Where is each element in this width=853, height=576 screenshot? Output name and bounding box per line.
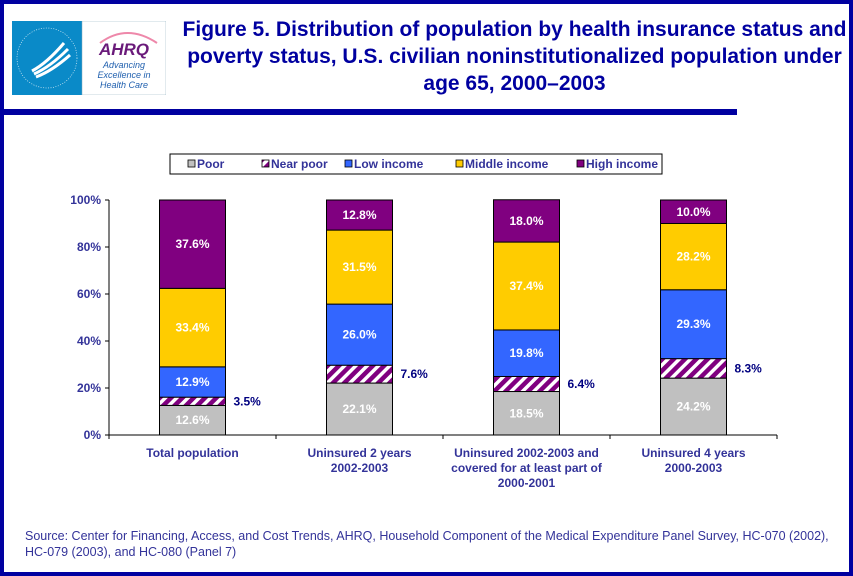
x-category-line: covered for at least part of [451, 461, 603, 475]
x-category-line: Uninsured 2002-2003 and [454, 446, 599, 460]
data-label: 24.2% [676, 400, 710, 414]
data-label: 19.8% [509, 346, 543, 360]
data-label: 22.1% [342, 402, 376, 416]
data-label: 31.5% [342, 260, 376, 274]
data-label: 37.4% [509, 279, 543, 293]
bar-segment [660, 223, 727, 291]
legend-label: Near poor [271, 157, 328, 171]
bar-segment [326, 199, 393, 231]
data-label: 12.9% [175, 375, 209, 389]
source-note: Source: Center for Financing, Access, an… [25, 529, 829, 559]
header-divider [4, 109, 737, 115]
bar-segment [660, 358, 727, 379]
y-tick-label: 80% [77, 240, 101, 254]
bar-segment [493, 241, 560, 331]
data-label: 18.5% [509, 406, 543, 420]
x-category-label: Uninsured 2002-2003 and covered for at le… [451, 446, 603, 490]
y-tick-label: 60% [77, 287, 101, 301]
bar-segment [493, 391, 560, 436]
bar-segment [493, 329, 560, 377]
data-label: 6.4% [568, 377, 596, 391]
bar-segment [159, 287, 226, 368]
data-label: 12.8% [342, 208, 376, 222]
x-category-label: Total population [146, 446, 238, 460]
x-category-line: 2000-2003 [665, 461, 723, 475]
bar-segment [493, 199, 560, 243]
logo-line: Excellence in [97, 70, 150, 80]
legend-swatch [576, 159, 585, 168]
legend: Poor Near poor Low income Middle income High… [169, 153, 663, 175]
data-label: 3.5% [234, 394, 262, 408]
y-tick-label: 100% [70, 193, 101, 207]
logo-line: Health Care [100, 80, 148, 90]
hhs-ahrq-logo: AHRQ Advancing Excellence in Health Care [12, 21, 166, 95]
data-label: 28.2% [676, 250, 710, 264]
x-category-line: 2002-2003 [331, 461, 389, 475]
bar-segment [326, 229, 393, 305]
data-label: 37.6% [175, 237, 209, 251]
legend-swatch [187, 159, 196, 168]
x-category-label: Uninsured 4 years 2000-2003 [641, 446, 745, 475]
legend-swatch [261, 159, 270, 168]
bar-segment [326, 364, 393, 384]
x-category-line: Uninsured 4 years [641, 446, 745, 460]
data-label: 18.0% [509, 214, 543, 228]
legend-label: Poor [197, 157, 225, 171]
bar-segment [159, 199, 226, 289]
legend-swatch [455, 159, 464, 168]
legend-swatch [344, 159, 353, 168]
data-label: 12.6% [175, 413, 209, 427]
logo-line: Advancing [102, 60, 145, 70]
x-category-line: 2000-2001 [498, 476, 556, 490]
data-label: 26.0% [342, 328, 376, 342]
bar-segment [660, 377, 727, 436]
bar-segment [159, 366, 226, 398]
logo-ahrq: AHRQ [98, 40, 149, 59]
data-label: 29.3% [676, 317, 710, 331]
y-tick-label: 40% [77, 334, 101, 348]
x-category-line: Uninsured 2 years [307, 446, 411, 460]
bar-segment [159, 404, 226, 436]
x-category-label: Uninsured 2 years 2002-2003 [307, 446, 411, 475]
data-label: 8.3% [735, 361, 763, 375]
legend-label: High income [586, 157, 658, 171]
y-tick-label: 0% [84, 428, 102, 442]
bar-segment [159, 396, 226, 406]
y-tick-label: 20% [77, 381, 101, 395]
data-label: 7.6% [401, 367, 429, 381]
stacked-bar-chart: Poor Near poor Low income Middle income High… [70, 153, 778, 490]
bar-segment [660, 199, 727, 224]
x-category-line: Total population [146, 446, 238, 460]
data-label: 33.4% [175, 321, 209, 335]
bar-segment [493, 375, 560, 393]
data-label: 10.0% [676, 205, 710, 219]
figure-title: Figure 5. Distribution of population by … [182, 18, 847, 95]
bar-segment [326, 382, 393, 436]
legend-box [169, 153, 663, 175]
legend-label: Middle income [465, 157, 549, 171]
legend-label: Low income [354, 157, 424, 171]
